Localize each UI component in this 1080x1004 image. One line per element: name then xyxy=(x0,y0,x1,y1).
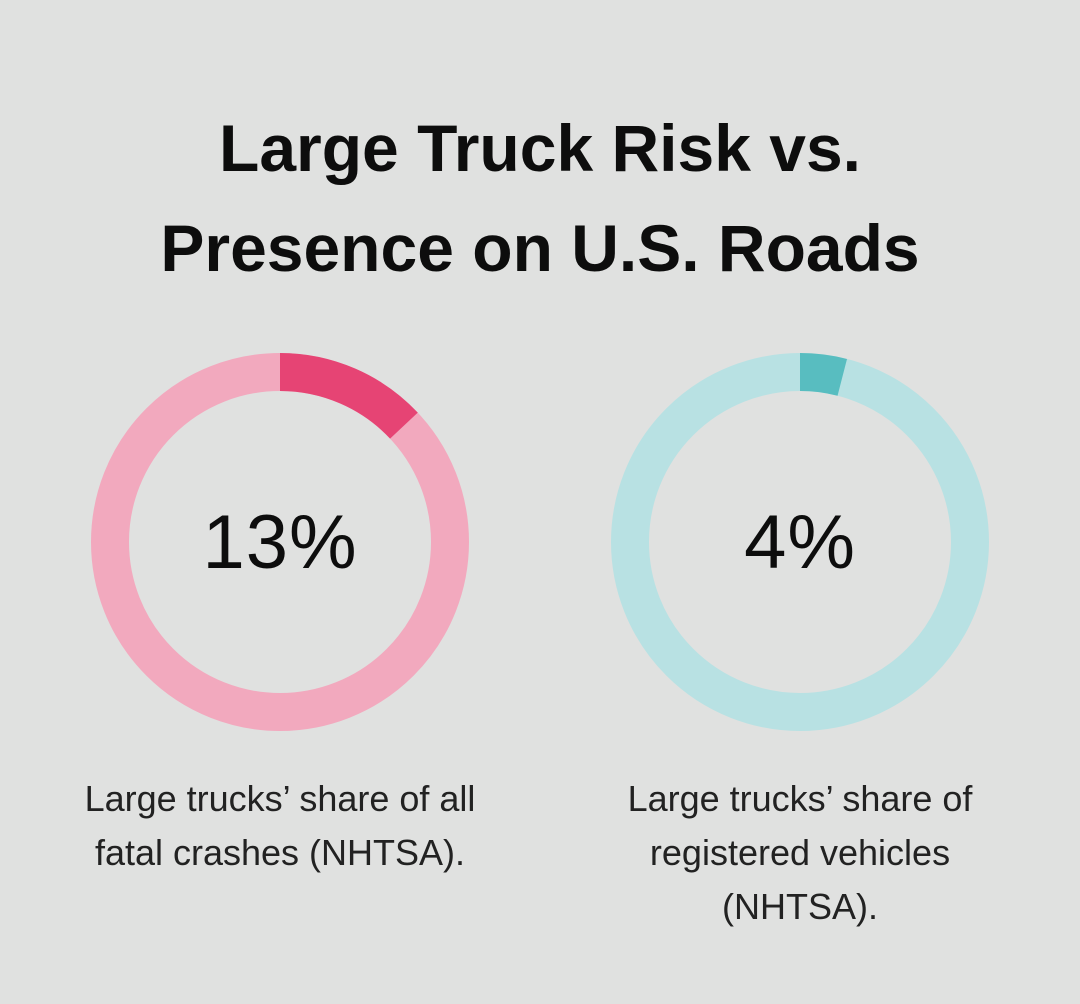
chart-title: Large Truck Risk vs. Presence on U.S. Ro… xyxy=(0,98,1080,298)
chart-title-line-1: Large Truck Risk vs. xyxy=(219,111,861,185)
chart-title-line-2: Presence on U.S. Roads xyxy=(160,211,920,285)
donut-svg-fatal-crashes xyxy=(91,353,469,731)
donut-chart-registered-vehicles: 4% xyxy=(610,352,990,732)
donut-value-arc xyxy=(799,353,847,396)
donut-value-arc xyxy=(279,353,418,439)
caption-fatal-crashes: Large trucks’ share of all fatal crashes… xyxy=(84,778,476,873)
donut-svg-registered-vehicles xyxy=(611,353,989,731)
donut-chart-fatal-crashes: 13% xyxy=(90,352,470,732)
donut-value-label: 4% xyxy=(744,499,856,585)
donut-value-label: 13% xyxy=(202,499,358,585)
caption-registered-vehicles: Large trucks’ share of registered vehicl… xyxy=(627,778,973,927)
